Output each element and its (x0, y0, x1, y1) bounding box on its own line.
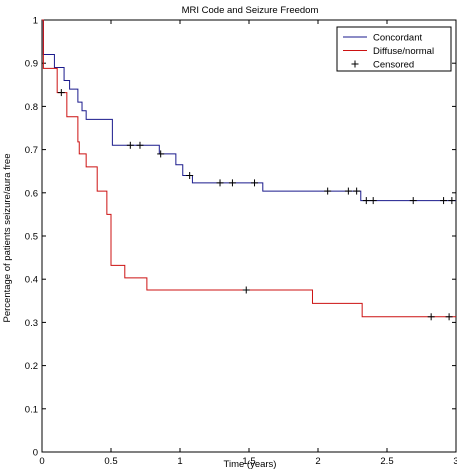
legend-label: Concordant (373, 33, 422, 44)
series-layer (42, 19, 456, 321)
y-tick-label: 0 (33, 448, 38, 459)
y-tick-label: 0.1 (25, 404, 38, 415)
censored-marker (242, 286, 250, 294)
x-tick-label: 2.5 (380, 456, 393, 467)
censored-marker (324, 187, 332, 195)
y-tick-label: 1 (33, 16, 38, 27)
x-tick-label: 0.5 (104, 456, 117, 467)
plot-area (41, 19, 457, 453)
x-tick-label: 1.5 (242, 456, 255, 467)
censored-marker (344, 187, 352, 195)
y-axis-label: Percentage of patients seizure/aura free (2, 154, 13, 323)
x-tick-label: 2 (315, 456, 320, 467)
chart-title: MRI Code and Seizure Freedom (182, 5, 319, 16)
censored-marker (216, 179, 224, 187)
censored-marker (228, 179, 236, 187)
y-tick-label: 0.7 (25, 145, 38, 156)
censored-marker (353, 187, 361, 195)
x-tick-label: 3 (453, 456, 457, 467)
legend-censored-marker (351, 60, 359, 68)
censored-marker (445, 313, 453, 321)
censored-marker (409, 197, 417, 205)
x-tick-label: 0 (39, 456, 44, 467)
legend-label: Censored (373, 60, 414, 71)
x-tick-label: 1 (177, 456, 182, 467)
y-tick-label: 0.3 (25, 318, 38, 329)
censored-marker (440, 197, 448, 205)
censored-marker (57, 89, 65, 97)
censored-marker (157, 150, 165, 158)
censored-marker (126, 141, 134, 149)
legend-label: Diffuse/normal (373, 46, 434, 57)
censored-marker (427, 313, 435, 321)
censored-marker (186, 172, 194, 180)
y-tick-label: 0.8 (25, 102, 38, 113)
censored-marker (362, 197, 370, 205)
censored-marker (369, 197, 377, 205)
series-line-concordant (42, 19, 456, 202)
legend: Concordant Diffuse/normal Censored (336, 26, 452, 72)
y-tick-label: 0.6 (25, 188, 38, 199)
y-tick-label: 0.4 (25, 275, 38, 286)
y-tick-label: 0.9 (25, 59, 38, 70)
y-axis-ticks: 0 0.1 0.2 0.3 0.4 0.5 0.6 0.7 0.8 0.9 1 (25, 16, 456, 459)
y-tick-label: 0.2 (25, 361, 38, 372)
x-axis-label: Time (years) (224, 459, 277, 470)
censored-marker (136, 141, 144, 149)
x-axis-ticks: 0 0.5 1 1.5 2 2.5 3 (39, 20, 457, 467)
y-tick-label: 0.5 (25, 232, 38, 243)
censored-marker (251, 179, 259, 187)
censored-marker (448, 197, 456, 205)
